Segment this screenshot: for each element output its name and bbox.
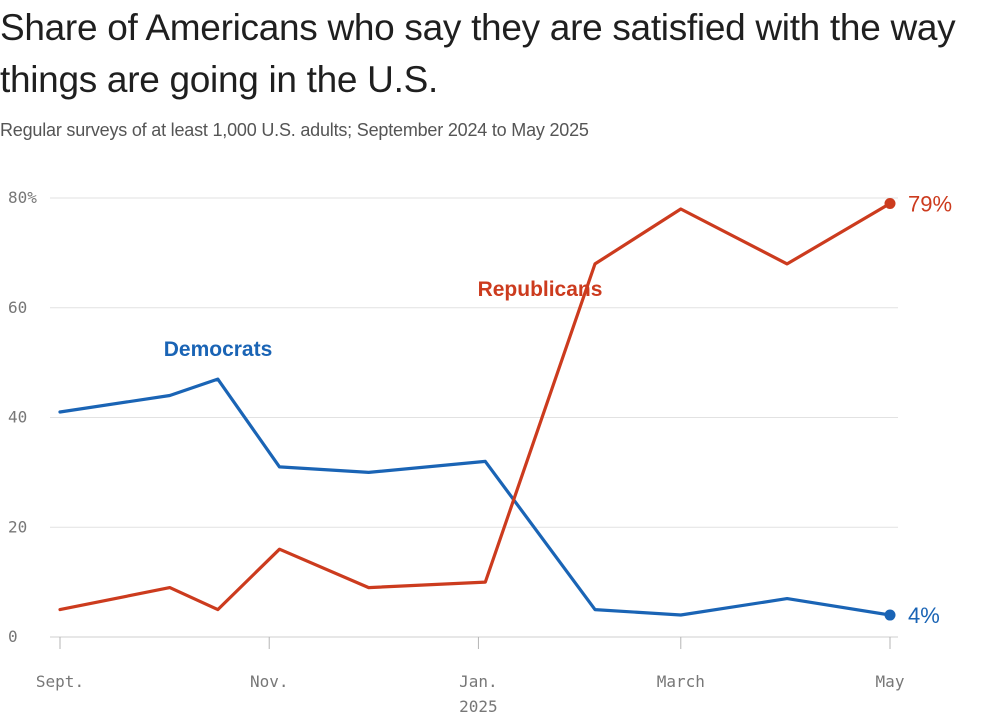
y-tick-label: 60 [8,298,27,317]
series-line-democrats [58,377,892,617]
y-tick-label: 20 [8,517,27,536]
series-line-republicans [58,201,892,612]
gridlines [50,197,898,638]
series-name-label-republicans: Republicans [478,278,603,301]
x-tick-label: Nov. [250,672,289,691]
series-labels: 4% Democrats 79% Republicans [164,191,952,628]
chart-subtitle: Regular surveys of at least 1,000 U.S. a… [0,120,589,140]
y-tick-label: 0 [8,627,18,646]
y-axis: 0 20 40 60 80% [8,188,37,646]
series-lines [58,197,896,621]
x-axis: Sept. Nov. Jan. March May 2025 [36,637,905,716]
end-point-democrats [884,609,896,621]
x-tick-label: May [876,672,905,691]
chart-title: Share of Americans who say they are sati… [0,7,956,100]
series-name-label-democrats: Democrats [164,338,273,361]
y-tick-label: 80% [8,188,37,207]
x-tick-label: Sept. [36,672,84,691]
x-year-label: 2025 [459,697,498,716]
x-tick-label: March [657,672,705,691]
x-tick-label: Jan. [459,672,498,691]
end-point-republicans [884,197,896,209]
end-value-label-democrats: 4% [908,603,940,628]
y-tick-label: 40 [8,408,27,427]
end-value-label-republicans: 79% [908,191,952,216]
